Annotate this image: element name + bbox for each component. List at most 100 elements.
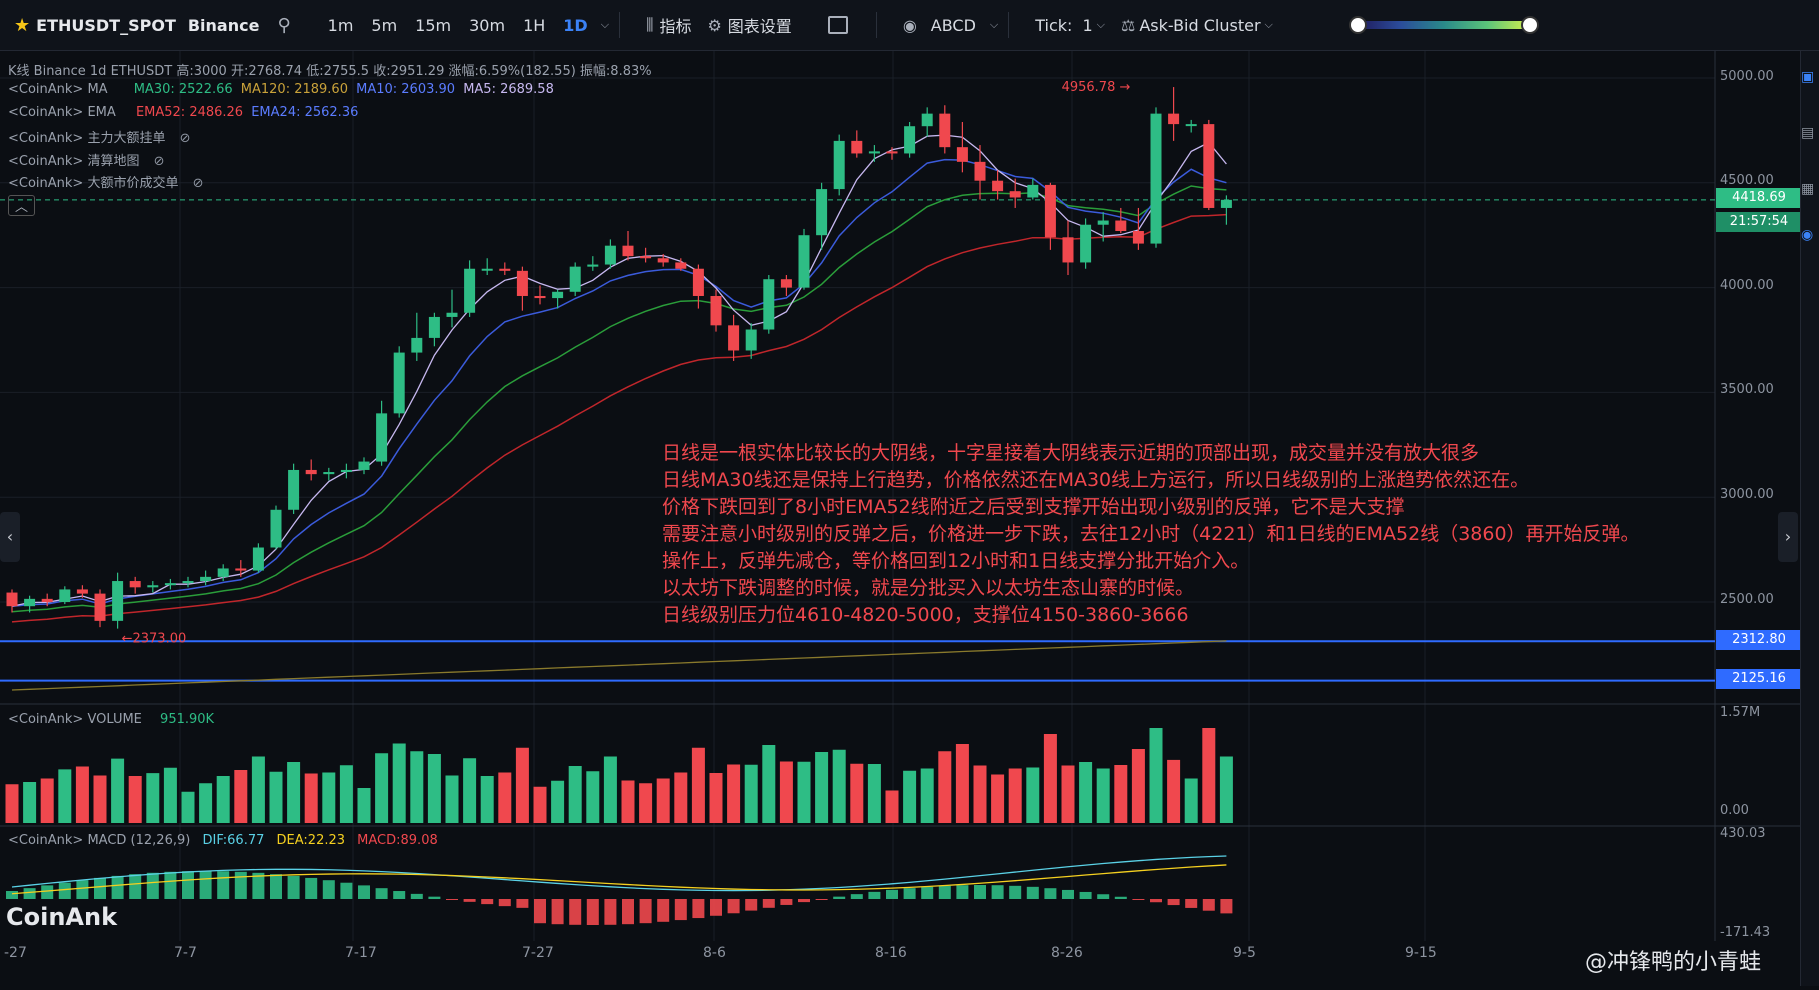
macd-histogram-bar — [199, 871, 212, 899]
cluster-label: Ask-Bid Cluster — [1139, 15, 1261, 35]
volume-bar — [375, 753, 389, 823]
volume-bar — [75, 766, 89, 823]
macd-histogram-bar — [1132, 899, 1145, 900]
hline-price-box: 2125.16 — [1716, 669, 1802, 689]
symbol-selector[interactable]: ★ ETHUSDT_SPOT Binance ⚲ — [0, 0, 299, 50]
macd-histogram-bar — [164, 871, 177, 899]
macd-histogram-bar — [886, 889, 898, 899]
interval-1d[interactable]: 1D — [563, 15, 588, 35]
volume-bar — [709, 773, 723, 823]
x-axis-label: 7-27 — [522, 945, 554, 961]
legend-bigtrade-text: <CoinAnk> 大额市价成交单 — [8, 176, 179, 191]
volume-bar — [621, 780, 635, 823]
volume-bar — [691, 747, 705, 823]
macd-histogram-bar — [463, 899, 476, 902]
volume-bar — [234, 770, 248, 823]
annotation-line: 日线是一根实体比较长的大阴线，十字星接着大阴线表示近期的顶部出现，成交量并没有放… — [662, 442, 1480, 464]
volume-bar — [797, 761, 811, 823]
macd-histogram-bar — [1026, 886, 1039, 899]
legend-bigorder: <CoinAnk> 主力大额挂单 ⊘ — [8, 127, 191, 146]
slider-knob-left[interactable] — [1348, 16, 1367, 34]
volume-bar — [1167, 759, 1181, 823]
legend-ma: <CoinAnk> MA MA30: 2522.66 MA120: 2189.6… — [8, 82, 554, 97]
volume-bar — [1202, 728, 1216, 823]
chart-area[interactable]: 4956.78 → ←2373.00 — [0, 51, 1819, 986]
scroll-right-button[interactable]: › — [1778, 512, 1798, 562]
legend-kline-text: K线 Binance 1d ETHUSDT 高:3000 开:2768.74 低… — [8, 64, 652, 79]
layout-button[interactable] — [820, 0, 895, 50]
candle-body — [992, 180, 1004, 192]
interval-1h[interactable]: 1H — [523, 15, 546, 35]
candle-body — [76, 589, 88, 594]
chevron-down-icon[interactable]: ⌵ — [1096, 18, 1105, 31]
legend-macd: <CoinAnk> MACD (12,26,9) DIF:66.77 DEA:2… — [8, 833, 438, 848]
candle-body — [1097, 220, 1109, 225]
candle-body — [428, 316, 440, 338]
annotation-line: 日线MA30线还是保持上行趋势，价格依然还在MA30线上方运行，所以日线级别的上… — [662, 469, 1530, 491]
macd-histogram-bar — [393, 891, 406, 899]
candle-body — [780, 279, 792, 288]
grid-tool-icon[interactable]: ▦ — [1801, 181, 1815, 197]
drawing-tool-selector[interactable]: ◉ ABCD ⌵ — [895, 0, 1027, 50]
volume-bar — [339, 765, 353, 823]
eye-slash-icon[interactable]: ⊘ — [192, 176, 204, 191]
interval-5m[interactable]: 5m — [371, 15, 398, 35]
ma5-line — [11, 134, 1227, 607]
volume-bar — [603, 756, 617, 823]
volume-bar — [674, 772, 688, 823]
volume-bar — [269, 771, 283, 823]
list-tool-icon[interactable]: ▤ — [1801, 125, 1815, 141]
macd-histogram-bar — [287, 875, 300, 899]
candle-body — [1168, 113, 1180, 125]
slider-knob-right[interactable] — [1520, 16, 1539, 34]
volume-bar — [938, 751, 952, 823]
chart-settings-button[interactable]: ⚙ 图表设置 — [699, 0, 799, 50]
macd-histogram-bar — [76, 880, 89, 899]
candle-body — [1062, 237, 1074, 263]
favorite-star-icon[interactable]: ★ — [14, 14, 31, 36]
macd-histogram-bar — [1167, 899, 1180, 906]
heatmap-range-slider[interactable] — [1341, 0, 1547, 50]
macd-histogram-bar — [956, 885, 969, 899]
collapse-legend-button[interactable]: ︿ — [8, 195, 36, 216]
cluster-selector[interactable]: ⚖ Ask-Bid Cluster ⌵ — [1113, 0, 1281, 50]
price-axis-label: 2500.00 — [1720, 592, 1774, 607]
drawing-label: ABCD — [930, 15, 976, 35]
interval-group: 1m 5m 15m 30m 1H 1D ⌵ — [311, 0, 638, 50]
chevron-down-icon[interactable]: ⌵ — [989, 18, 999, 31]
interval-15m[interactable]: 15m — [415, 15, 452, 35]
candle-body — [851, 140, 863, 154]
eye-slash-icon[interactable]: ⊘ — [153, 154, 165, 169]
volume-bar — [146, 773, 160, 823]
chevron-down-icon[interactable]: ⌵ — [1264, 18, 1273, 31]
countdown-box: 21:57:54 — [1716, 212, 1802, 232]
annotation-line: 价格下跌回到了8小时EMA52线附近之后受到支撑开始出现小级别的反弹，它不是大支… — [662, 496, 1405, 518]
x-axis-label: 7-7 — [174, 945, 197, 961]
macd-histogram-bar — [252, 872, 265, 899]
search-icon[interactable]: ⚲ — [277, 14, 291, 36]
chart-tool-icon[interactable]: ▣ — [1801, 69, 1815, 85]
eye-icon[interactable]: ◉ — [902, 15, 917, 35]
heatmap-gradient[interactable] — [1348, 16, 1539, 34]
macd-histogram-bar — [146, 872, 159, 899]
price-chart[interactable]: 4956.78 → ←2373.00 — [0, 51, 1819, 986]
tick-selector[interactable]: Tick: 1 ⌵ — [1027, 0, 1113, 50]
link-tool-icon[interactable]: ◉ — [1801, 227, 1814, 243]
interval-1m[interactable]: 1m — [327, 15, 354, 35]
volume-bar — [885, 790, 899, 823]
candle-body — [763, 279, 775, 330]
ma120-line — [11, 640, 1227, 691]
candle-body — [728, 325, 740, 351]
scroll-left-button[interactable]: ‹ — [0, 512, 20, 562]
macd-histogram-bar — [94, 877, 106, 899]
candle-body — [1220, 199, 1232, 208]
candle-body — [569, 266, 581, 292]
interval-30m[interactable]: 30m — [469, 15, 506, 35]
hline-price-box: 2312.80 — [1716, 630, 1802, 650]
eye-slash-icon[interactable]: ⊘ — [179, 131, 191, 146]
indicators-button[interactable]: ⫼ 指标 — [638, 0, 699, 50]
interval-dropdown-icon[interactable]: ⌵ — [600, 18, 610, 31]
annotation-line: 需要注意小时级别的反弹之后，价格进一步下跌，去往12小时（4221）和1日线的E… — [662, 523, 1640, 545]
candle-body — [59, 589, 71, 602]
macd-histogram-bar — [762, 899, 775, 908]
